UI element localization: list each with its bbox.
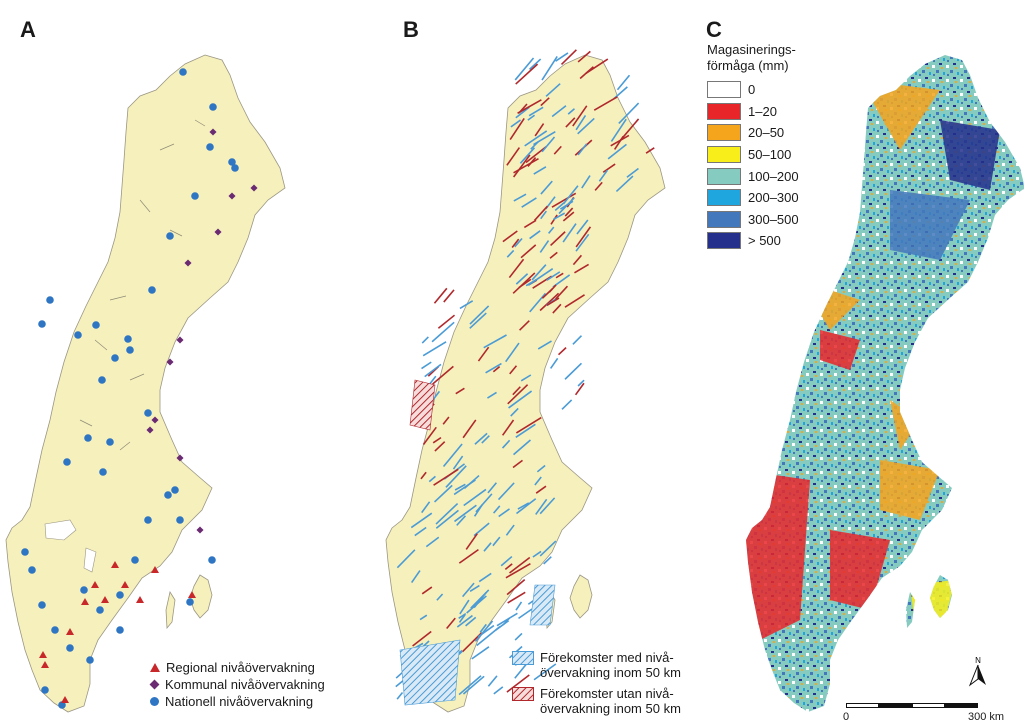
map-a [5, 54, 286, 713]
class-label: 50–100 [748, 147, 792, 163]
legend-item-kommunal: Kommunal nivåövervakning [149, 676, 325, 693]
scale-end-label: 300 km [968, 711, 1005, 723]
color-swatch [707, 167, 741, 185]
legend-class: 20–50 [707, 122, 799, 144]
lakes-a [44, 519, 97, 573]
diamond-icon [149, 679, 160, 690]
panel-letter-c: C [706, 17, 722, 42]
map-b [385, 49, 666, 713]
class-label: 20–50 [748, 125, 785, 141]
legend-a: Regional nivåövervakning Kommunal nivåöv… [149, 659, 325, 710]
groundwater-deposits [395, 49, 655, 700]
color-swatch [707, 232, 741, 250]
scale-start-label: 0 [843, 711, 850, 723]
legend-class: 1–20 [707, 101, 799, 123]
legend-item-nationell: Nationell nivåövervakning [150, 693, 325, 710]
color-swatch [707, 146, 741, 164]
scale-bar [846, 703, 978, 709]
class-label: 300–500 [748, 211, 799, 227]
lakes-lines-a [79, 119, 206, 451]
blue-hatch-icon [512, 651, 534, 665]
legend-item-regional: Regional nivåövervakning [150, 659, 325, 676]
legend-c: Magasinerings- förmåga (mm) 0 1–20 20–50 50… [707, 42, 799, 252]
class-label: 200–300 [748, 190, 799, 206]
color-swatch [707, 81, 741, 99]
north-arrow-icon: N [968, 656, 986, 687]
north-label: N [975, 656, 981, 665]
color-swatch [707, 210, 741, 228]
class-label: 0 [748, 82, 756, 98]
legend-b: Förekomster med nivå- övervakning inom 5… [512, 650, 681, 722]
class-label: 100–200 [748, 168, 799, 184]
dot-icon [150, 697, 159, 706]
legend-class: 100–200 [707, 165, 799, 187]
panel-letter-a: A [20, 17, 36, 42]
legend-class: 200–300 [707, 187, 799, 209]
legend-label: Nationell nivåövervakning [165, 694, 314, 709]
legend-class: 300–500 [707, 209, 799, 231]
red-hatch-icon [512, 687, 534, 701]
legend-label-line2: övervakning inom 50 km [540, 665, 681, 680]
color-swatch [707, 124, 741, 142]
legend-label: Regional nivåövervakning [166, 660, 315, 675]
color-swatch [707, 189, 741, 207]
class-label: > 500 [748, 233, 781, 249]
monitoring-points [21, 68, 258, 709]
legend-class: 0 [707, 79, 799, 101]
legend-item-without-monitoring: Förekomster utan nivå- övervakning inom … [512, 686, 681, 716]
legend-title-line1: Magasinerings- [707, 42, 796, 57]
triangle-icon [150, 663, 160, 672]
color-swatch [707, 102, 741, 120]
legend-label-line1: Förekomster med nivå- [540, 650, 674, 665]
legend-label-line1: Förekomster utan nivå- [540, 686, 674, 701]
legend-label-line2: övervakning inom 50 km [540, 701, 681, 716]
legend-title-line2: förmåga (mm) [707, 58, 789, 73]
class-label: 1–20 [748, 103, 777, 119]
legend-item-with-monitoring: Förekomster med nivå- övervakning inom 5… [512, 650, 681, 680]
legend-class: 50–100 [707, 144, 799, 166]
legend-class: > 500 [707, 230, 799, 252]
panel-letter-b: B [403, 17, 419, 42]
legend-label: Kommunal nivåövervakning [165, 677, 325, 692]
